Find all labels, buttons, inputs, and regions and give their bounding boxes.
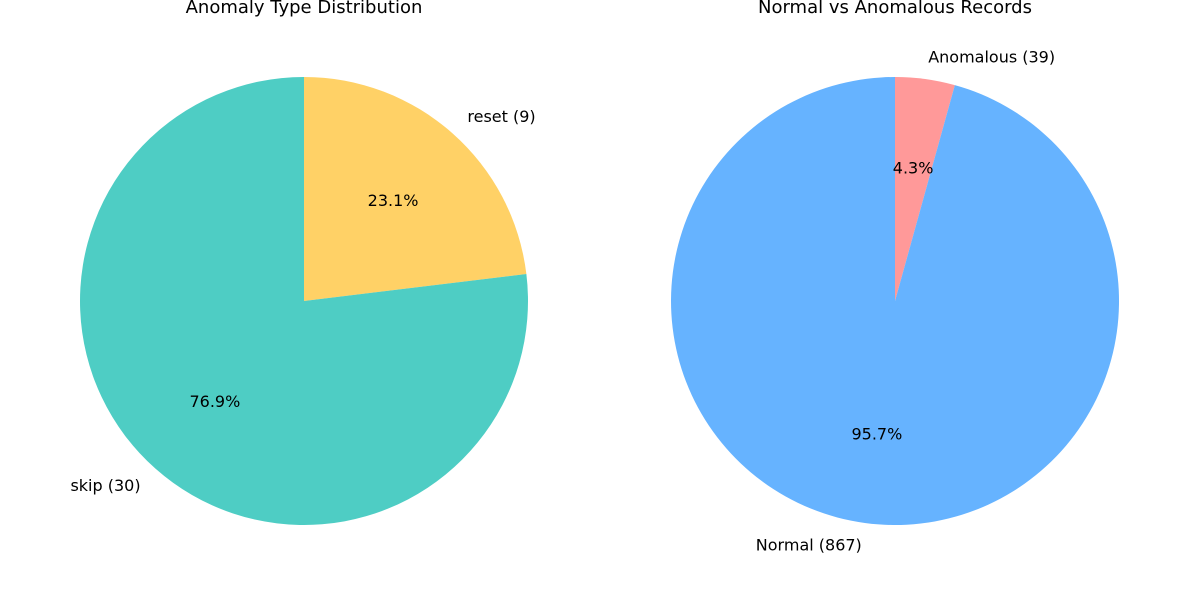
slice-label: Normal (867): [756, 536, 862, 555]
slice-label: skip (30): [70, 476, 140, 495]
pie-slice: [895, 77, 955, 301]
pie-slice: [80, 77, 529, 525]
chart-title: Normal vs Anomalous Records: [758, 0, 1032, 18]
slice-percent-label: 76.9%: [189, 392, 240, 411]
chart-title: Anomaly Type Distribution: [186, 0, 423, 18]
slice-percent-label: 95.7%: [851, 425, 902, 444]
slice-percent-label: 4.3%: [893, 158, 934, 177]
pie-slice: [671, 77, 1120, 525]
pie-slice: [304, 77, 527, 301]
slice-percent-label: 23.1%: [368, 191, 419, 210]
pie-chart-normal-vs-anomalous: Normal vs Anomalous Records Anomalous (3…: [671, 0, 1120, 555]
slice-label: reset (9): [467, 107, 535, 126]
slice-label: Anomalous (39): [928, 47, 1055, 66]
pie-chart-anomaly-type: Anomaly Type Distribution reset (9) 23.1%…: [70, 0, 536, 525]
